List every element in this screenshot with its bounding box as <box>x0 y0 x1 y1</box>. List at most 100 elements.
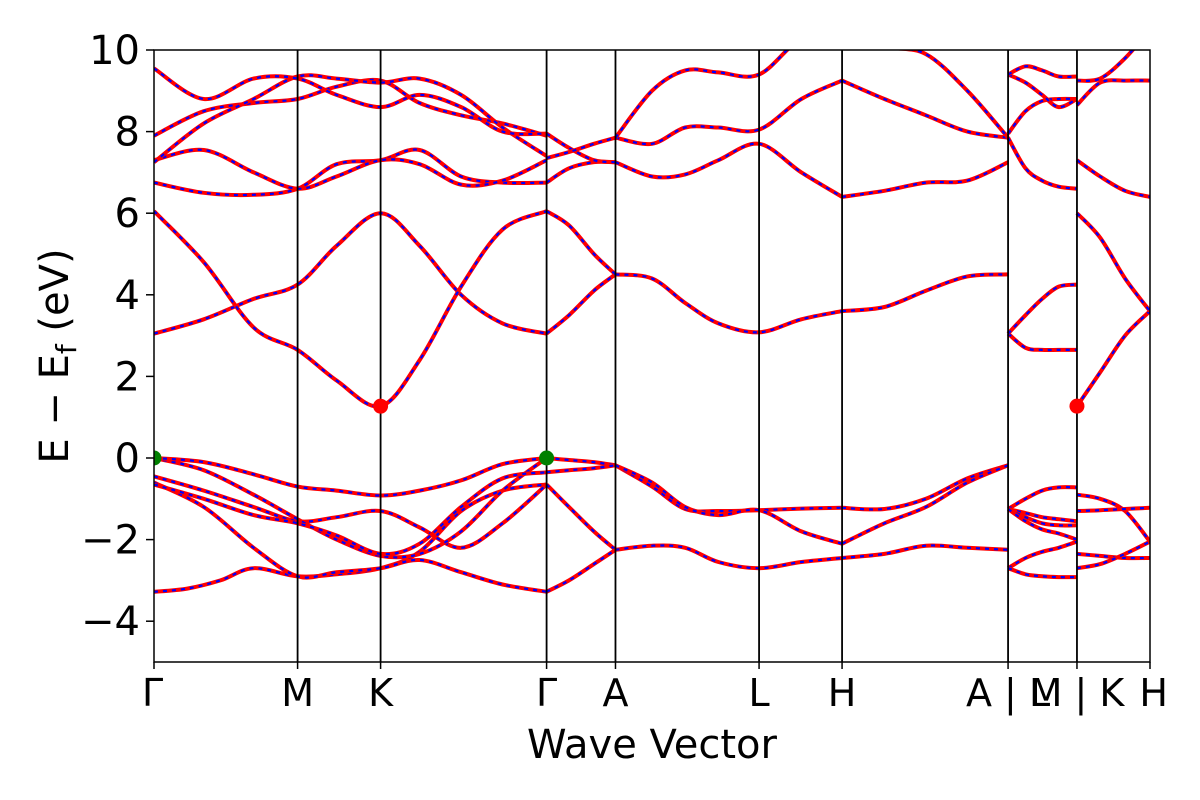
band-line-dashed-5 <box>154 471 547 556</box>
y-axis-label: E − Ef (eV) <box>32 248 83 463</box>
band-line-27 <box>615 78 843 147</box>
y-tick-label-6: 8 <box>115 110 140 156</box>
band-line-16 <box>545 548 617 594</box>
band-line-12 <box>154 66 547 137</box>
band-line-dashed-27 <box>615 79 843 146</box>
x-tick-label-2: K <box>368 671 394 715</box>
band-line-dashed-50 <box>1076 493 1150 543</box>
band-line-49 <box>1075 211 1150 313</box>
cbm-marker-3 <box>1069 398 1085 414</box>
cbm-marker-2 <box>373 398 389 414</box>
band-line-dashed-48 <box>1076 310 1150 407</box>
band-line-26 <box>614 141 844 199</box>
x-tick-label-3: Γ <box>536 671 557 715</box>
band-line-dashed-3 <box>154 456 548 559</box>
band-line-dashed-52 <box>1076 552 1150 560</box>
band-line-dashed-11 <box>154 74 548 164</box>
band-line-dashed-35 <box>903 50 1009 139</box>
x-axis-label: Wave Vector <box>527 722 778 768</box>
band-line-dashed-45 <box>1007 97 1078 135</box>
band-line-9 <box>154 147 548 191</box>
band-line-dashed-22 <box>614 464 843 513</box>
x-tick-label-9: H <box>1139 671 1168 715</box>
band-line-dashed-28 <box>614 50 789 139</box>
band-line-dashed-37 <box>1007 283 1078 335</box>
y-axis-ticks: −4 −2 0 2 4 6 8 10 <box>81 28 154 645</box>
band-line-dashed-7 <box>154 210 548 408</box>
x-axis-ticks: Γ M K Γ A L H A | LM | K H <box>142 662 1168 716</box>
band-line-dashed-16 <box>546 548 617 593</box>
x-tick-label-5: L <box>748 671 769 715</box>
band-line-36 <box>1006 332 1077 353</box>
y-axis-label-main: E − E <box>32 354 78 464</box>
band-line-25 <box>615 272 843 335</box>
band-line-dashed-17 <box>545 273 617 335</box>
band-line-dashed-4 <box>154 456 547 497</box>
band-line-dashed-34 <box>841 79 1009 139</box>
band-line-dashed-43 <box>1007 567 1078 579</box>
band-line-dashed-30 <box>841 464 1009 545</box>
y-tick-label-4: 4 <box>115 273 140 319</box>
band-line-dashed-0 <box>154 483 547 593</box>
band-line-dashed-18 <box>546 210 617 276</box>
band-line-dashed-53 <box>1076 540 1150 570</box>
band-line-33 <box>841 160 1009 199</box>
band-line-48 <box>1075 309 1150 408</box>
x-tick-label-6: H <box>828 671 857 715</box>
plot-frame <box>153 49 1151 663</box>
band-line-31 <box>841 543 1009 560</box>
band-line-dashed-42 <box>1007 540 1078 570</box>
band-line-dashed-21 <box>546 136 616 160</box>
y-tick-label-1: −2 <box>81 518 140 564</box>
band-line-dashed-39 <box>1007 507 1078 523</box>
vbm-marker-1 <box>539 450 555 466</box>
band-line-15 <box>545 483 617 552</box>
band-line-dashed-44 <box>1007 137 1078 190</box>
band-line-4 <box>154 456 547 498</box>
band-line-6 <box>154 211 548 336</box>
band-line-2 <box>154 474 548 550</box>
band-line-55 <box>1075 78 1150 107</box>
band-line-dashed-54 <box>1076 159 1150 198</box>
band-line-32 <box>841 272 1009 314</box>
band-line-dashed-29 <box>842 464 1009 511</box>
band-line-23 <box>614 463 843 546</box>
kpoint-lines <box>296 50 1078 662</box>
band-line-56 <box>1076 50 1136 83</box>
y-tick-label-5: 6 <box>115 191 140 237</box>
band-line-dashed-1 <box>154 481 547 593</box>
band-line-dashed-32 <box>841 273 1009 313</box>
y-tick-label-3: 2 <box>115 354 140 400</box>
band-line-50 <box>1076 492 1150 543</box>
band-line-dashed-26 <box>615 142 843 198</box>
y-tick-label-7: 10 <box>89 28 140 74</box>
band-line-dashed-20 <box>546 132 616 164</box>
x-tick-label-1: M <box>281 671 314 715</box>
band-line-dashed-47 <box>1007 65 1078 79</box>
band-line-dashed-25 <box>615 273 843 334</box>
band-line-dashed-56 <box>1076 50 1135 82</box>
extrema-markers <box>154 398 1085 466</box>
band-line-54 <box>1075 158 1150 199</box>
band-line-18 <box>545 209 617 276</box>
band-line-28 <box>613 50 790 139</box>
y-tick-label-2: 0 <box>115 436 140 482</box>
band-line-dashed-41 <box>1007 508 1078 541</box>
band-line-22 <box>614 463 843 514</box>
band-line-dashed-40 <box>1007 508 1078 527</box>
x-tick-label-8: M | K <box>1030 671 1126 716</box>
band-line-dashed-10 <box>154 78 547 137</box>
band-line-dashed-49 <box>1076 212 1150 312</box>
x-tick-label-0: Γ <box>142 671 163 715</box>
x-tick-label-7: A | L <box>966 671 1050 716</box>
band-line-dashed-33 <box>841 161 1009 198</box>
band-line-7 <box>154 209 548 409</box>
band-line-37 <box>1006 282 1078 335</box>
band-line-dashed-38 <box>1007 486 1078 510</box>
band-line-dashed-14 <box>546 464 616 474</box>
y-tick-label-0: −4 <box>81 599 140 645</box>
vbm-marker-0 <box>154 450 162 466</box>
band-line-dashed-51 <box>1076 506 1150 513</box>
band-line-dashed-15 <box>545 483 617 551</box>
